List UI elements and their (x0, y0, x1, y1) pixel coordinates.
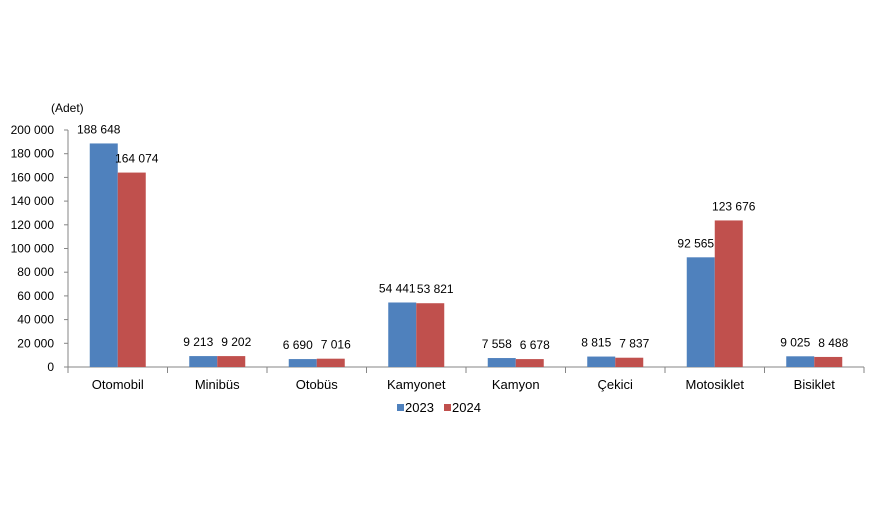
y-tick-label: 200 000 (11, 123, 55, 137)
y-tick-label: 180 000 (11, 147, 55, 161)
bar-2023 (587, 356, 616, 367)
data-label: 8 488 (818, 336, 848, 350)
x-tick-label: Motosiklet (685, 377, 744, 392)
x-tick-label: Bisiklet (794, 377, 836, 392)
bar-2024 (615, 357, 644, 367)
legend: 2023 2024 (397, 400, 481, 415)
legend-swatch (444, 404, 451, 411)
bar-2023 (189, 356, 218, 367)
x-tick-label: Kamyonet (387, 377, 446, 392)
data-label: 54 441 (379, 281, 416, 295)
bar-2024 (416, 303, 445, 367)
data-label: 9 202 (221, 335, 251, 349)
x-tick-label: Otobüs (296, 377, 338, 392)
x-tick-label: Çekici (598, 377, 634, 392)
data-label: 8 815 (581, 336, 611, 350)
data-label: 6 678 (520, 338, 550, 352)
y-tick-label: 160 000 (11, 170, 55, 184)
bar-2024 (217, 356, 246, 367)
x-tick-label: Otomobil (92, 377, 144, 392)
bar-2024 (714, 220, 743, 367)
bar-2023 (89, 143, 118, 367)
bar-2023 (686, 257, 715, 367)
y-tick-label: 80 000 (17, 265, 54, 279)
y-tick-label: 60 000 (17, 289, 54, 303)
legend-label: 2023 (405, 400, 434, 415)
bar-2024 (814, 356, 843, 367)
y-tick-label: 120 000 (11, 218, 55, 232)
data-label: 92 565 (677, 236, 714, 250)
legend-label: 2024 (452, 400, 481, 415)
unit-label: (Adet) (51, 101, 84, 115)
bar-2024 (515, 359, 544, 367)
bars: 188 648 164 074 9 213 9 202 6 690 7 016 54 441… (77, 122, 849, 367)
data-label: 53 821 (417, 282, 454, 296)
data-label: 188 648 (77, 122, 121, 136)
data-label: 7 558 (482, 337, 512, 351)
x-tick-label: Minibüs (195, 377, 240, 392)
bar-2023 (388, 302, 417, 367)
data-label: 9 025 (780, 335, 810, 349)
bar-2024 (316, 358, 345, 367)
data-label: 6 690 (283, 338, 313, 352)
bar-2024 (117, 172, 146, 367)
bar-2023 (786, 356, 815, 367)
data-label: 123 676 (712, 199, 756, 213)
bar-2023 (487, 358, 516, 367)
legend-swatch (397, 404, 404, 411)
data-label: 7 016 (321, 338, 351, 352)
data-label: 164 074 (115, 152, 159, 166)
axes: 0 20 000 40 000 60 000 80 000 100 000 120 000 1… (11, 123, 865, 392)
y-tick-label: 40 000 (17, 313, 54, 327)
y-tick-label: 100 000 (11, 242, 55, 256)
y-tick-label: 140 000 (11, 194, 55, 208)
y-tick-label: 20 000 (17, 336, 54, 350)
data-label: 7 837 (619, 337, 649, 351)
data-label: 9 213 (183, 335, 213, 349)
x-tick-label: Kamyon (492, 377, 540, 392)
bar-2023 (288, 359, 317, 367)
y-tick-label: 0 (47, 360, 54, 374)
